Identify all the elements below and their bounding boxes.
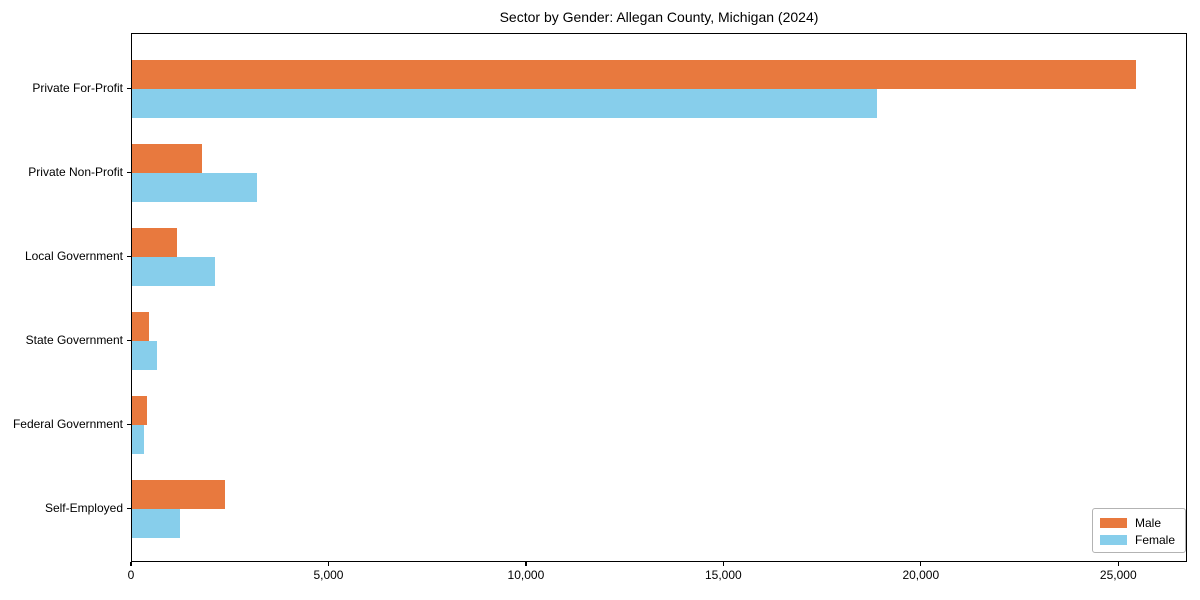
x-axis-tick-label: 25,000: [1099, 568, 1137, 582]
x-axis-tick: [525, 562, 527, 566]
y-axis-category-label: Self-Employed: [44, 501, 123, 515]
bar-female-4: [132, 341, 157, 370]
legend-label-male: Male: [1135, 515, 1162, 530]
y-axis-category-label: State Government: [25, 333, 123, 347]
bar-female-3: [132, 257, 215, 286]
bar-female-5: [132, 425, 145, 454]
y-axis-tick: [127, 340, 131, 342]
y-axis-tick: [127, 424, 131, 426]
y-axis-category-label: Federal Government: [12, 417, 123, 431]
legend: Male Female: [1092, 508, 1186, 553]
y-axis-category-label: Private For-Profit: [32, 81, 123, 95]
x-axis-tick: [722, 562, 724, 566]
x-axis-tick-label: 15,000: [705, 568, 742, 582]
male-swatch-icon: [1100, 517, 1127, 528]
legend-item-male: Male: [1100, 515, 1178, 530]
y-axis-category-label: Local Government: [24, 249, 123, 263]
legend-item-female: Female: [1100, 532, 1178, 547]
female-swatch-icon: [1100, 534, 1127, 545]
bar-male-4: [132, 312, 149, 341]
legend-label-female: Female: [1135, 532, 1176, 547]
bar-male-3: [132, 228, 178, 257]
x-axis-tick-label: 0: [127, 568, 135, 582]
plot-area: [131, 33, 1187, 562]
x-axis-tick-label: 20,000: [902, 568, 940, 582]
bar-male-2: [132, 144, 202, 173]
x-axis-tick: [130, 562, 132, 566]
y-axis-tick: [127, 508, 131, 510]
x-axis-tick: [920, 562, 922, 566]
bar-male-5: [132, 396, 147, 425]
x-axis-tick: [1117, 562, 1119, 566]
chart-title: Sector by Gender: Allegan County, Michig…: [499, 9, 819, 25]
x-axis-tick-label: 5,000: [313, 568, 344, 582]
y-axis-tick: [127, 256, 131, 258]
y-axis-tick: [127, 172, 131, 174]
bar-female-1: [132, 89, 877, 118]
bar-female-6: [132, 509, 181, 538]
y-axis-category-label: Private Non-Profit: [28, 165, 123, 179]
bar-female-2: [132, 173, 258, 202]
bar-male-6: [132, 480, 226, 509]
bar-male-1: [132, 60, 1136, 89]
x-axis-tick-label: 10,000: [507, 568, 545, 582]
y-axis-tick: [127, 88, 131, 90]
x-axis-tick: [327, 562, 330, 566]
